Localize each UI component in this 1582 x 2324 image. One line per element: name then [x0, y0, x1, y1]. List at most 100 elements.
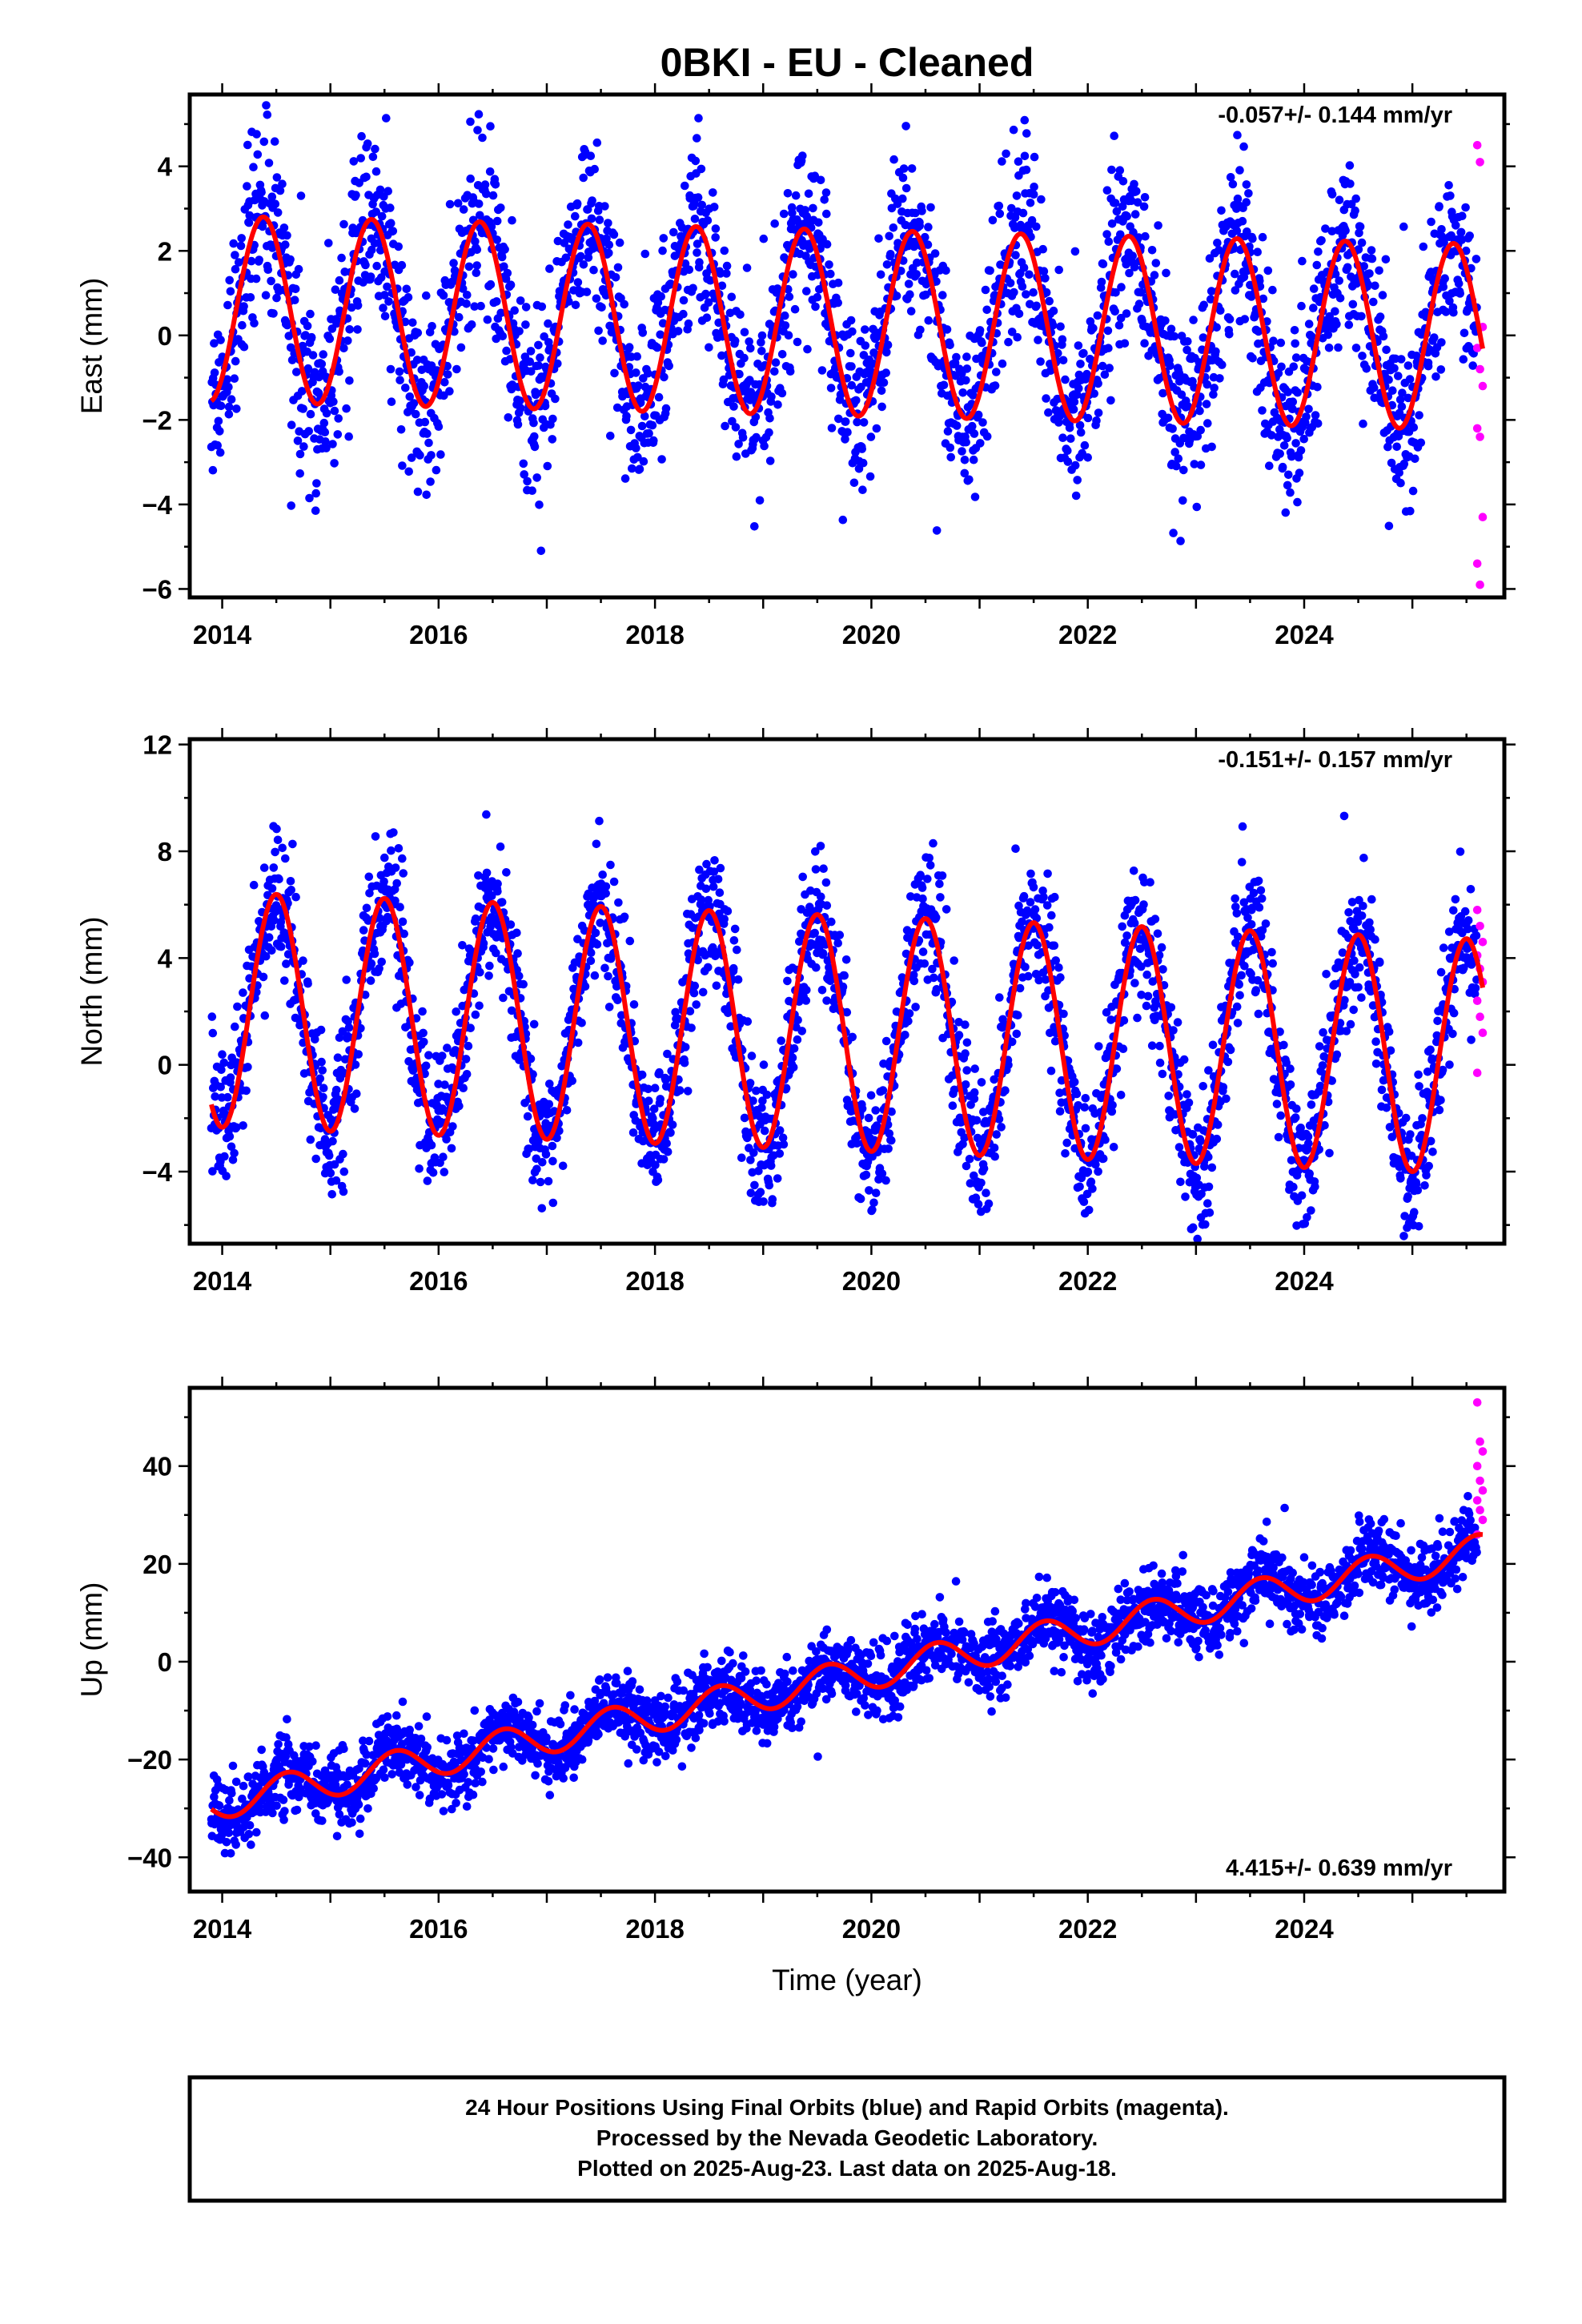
- data-point: [305, 493, 314, 503]
- data-point: [958, 388, 967, 397]
- data-point: [526, 1054, 536, 1063]
- data-point: [471, 237, 480, 246]
- data-point: [1276, 338, 1286, 348]
- data-point: [226, 287, 235, 296]
- data-point: [386, 364, 396, 374]
- data-point: [859, 418, 869, 427]
- data-point: [327, 1190, 337, 1199]
- data-point: [1217, 206, 1226, 215]
- data-point: [1312, 260, 1322, 270]
- data-point: [500, 262, 508, 271]
- data-point: [476, 301, 485, 311]
- data-point: [239, 1121, 247, 1130]
- data-point: [530, 442, 540, 452]
- data-point: [371, 832, 380, 841]
- data-point: [1090, 389, 1098, 398]
- data-point: [491, 180, 500, 189]
- rapid-point: [1476, 432, 1484, 441]
- data-point: [279, 223, 289, 232]
- data-point: [1076, 428, 1086, 437]
- data-point: [720, 915, 729, 923]
- data-point: [1275, 449, 1284, 458]
- data-point: [1011, 844, 1020, 853]
- data-point: [1014, 157, 1023, 166]
- data-point: [354, 1050, 363, 1059]
- data-point: [681, 259, 690, 268]
- data-point: [262, 101, 271, 110]
- data-point: [459, 1084, 468, 1092]
- data-point: [407, 348, 416, 357]
- data-point: [685, 1007, 695, 1015]
- data-point: [225, 1132, 235, 1141]
- data-point: [969, 455, 978, 464]
- data-point: [392, 879, 402, 888]
- data-point: [211, 1092, 220, 1101]
- data-point: [1074, 1101, 1082, 1110]
- data-point: [464, 1041, 473, 1051]
- data-point: [679, 309, 688, 319]
- data-point: [1304, 320, 1314, 328]
- data-point: [620, 300, 628, 309]
- data-point: [1151, 999, 1161, 1009]
- data-point: [394, 844, 404, 853]
- data-point: [974, 410, 983, 420]
- data-point: [534, 340, 543, 350]
- data-point: [971, 1193, 981, 1202]
- data-point: [1153, 929, 1162, 939]
- data-point: [793, 1035, 802, 1044]
- data-point: [1439, 283, 1448, 292]
- data-point: [658, 319, 668, 328]
- data-point: [216, 401, 226, 411]
- data-point: [1189, 316, 1198, 324]
- data-point: [917, 207, 926, 215]
- data-point: [793, 337, 802, 347]
- data-point: [905, 290, 914, 300]
- data-point: [663, 1049, 672, 1059]
- data-point: [569, 984, 578, 994]
- data-point: [690, 981, 700, 991]
- data-point: [1274, 368, 1283, 378]
- data-point: [817, 986, 827, 995]
- data-point: [691, 156, 701, 166]
- data-point: [333, 430, 343, 439]
- data-point: [609, 230, 619, 239]
- data-point: [272, 173, 282, 182]
- data-point: [401, 384, 410, 392]
- data-point: [295, 1020, 304, 1030]
- data-point: [432, 465, 441, 475]
- data-point: [907, 164, 917, 173]
- data-point: [291, 892, 300, 902]
- data-point: [817, 892, 825, 902]
- data-point: [1061, 375, 1070, 384]
- data-point: [1170, 332, 1179, 341]
- data-point: [1403, 393, 1413, 403]
- data-point: [1405, 375, 1415, 384]
- data-point: [389, 828, 398, 837]
- data-point: [1110, 199, 1120, 207]
- data-point: [488, 191, 498, 200]
- data-point: [729, 936, 739, 945]
- data-point: [1056, 973, 1065, 982]
- data-point: [765, 414, 774, 423]
- data-point: [334, 414, 343, 423]
- data-point: [523, 1112, 532, 1121]
- data-point: [391, 896, 400, 906]
- data-point: [742, 263, 752, 272]
- data-point: [1094, 1167, 1102, 1176]
- rapid-point: [1472, 344, 1482, 352]
- data-point: [283, 231, 291, 240]
- data-point: [552, 1133, 561, 1143]
- data-point: [1074, 384, 1083, 393]
- data-point: [783, 189, 793, 198]
- data-point: [601, 882, 611, 891]
- data-point: [526, 347, 536, 356]
- data-point: [750, 522, 759, 531]
- data-point: [564, 297, 573, 306]
- data-point: [455, 312, 464, 322]
- x-tick-label: 2022: [1058, 620, 1117, 649]
- data-point: [729, 963, 738, 973]
- data-point: [727, 292, 737, 302]
- data-point: [1449, 308, 1458, 317]
- data-point: [1437, 338, 1446, 347]
